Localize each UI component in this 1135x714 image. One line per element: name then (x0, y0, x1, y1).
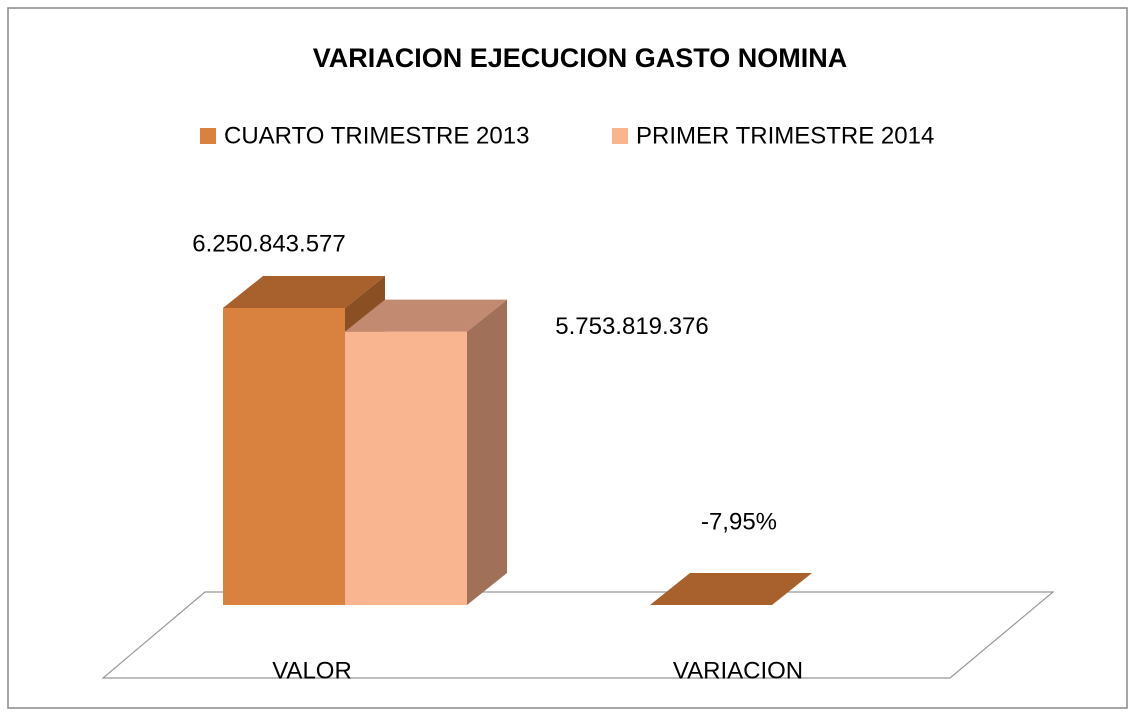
bar-top (223, 276, 385, 308)
data-label: 5.753.819.376 (555, 313, 708, 340)
bar (223, 308, 345, 605)
bar-side (467, 299, 507, 605)
legend-swatch (200, 128, 216, 144)
x-tick-label: VARIACION (673, 657, 803, 684)
legend-swatch (612, 128, 628, 144)
data-label: -7,95% (701, 508, 777, 535)
chart-title: VARIACION EJECUCION GASTO NOMINA (313, 43, 848, 73)
chart-frame (7, 7, 1128, 709)
legend-label: CUARTO TRIMESTRE 2013 (224, 122, 529, 149)
bar (345, 331, 467, 605)
legend-label: PRIMER TRIMESTRE 2014 (636, 122, 934, 149)
bar-top (345, 299, 507, 332)
x-tick-label: VALOR (272, 657, 352, 684)
bar-top (650, 573, 812, 605)
data-label: 6.250.843.577 (192, 230, 345, 257)
